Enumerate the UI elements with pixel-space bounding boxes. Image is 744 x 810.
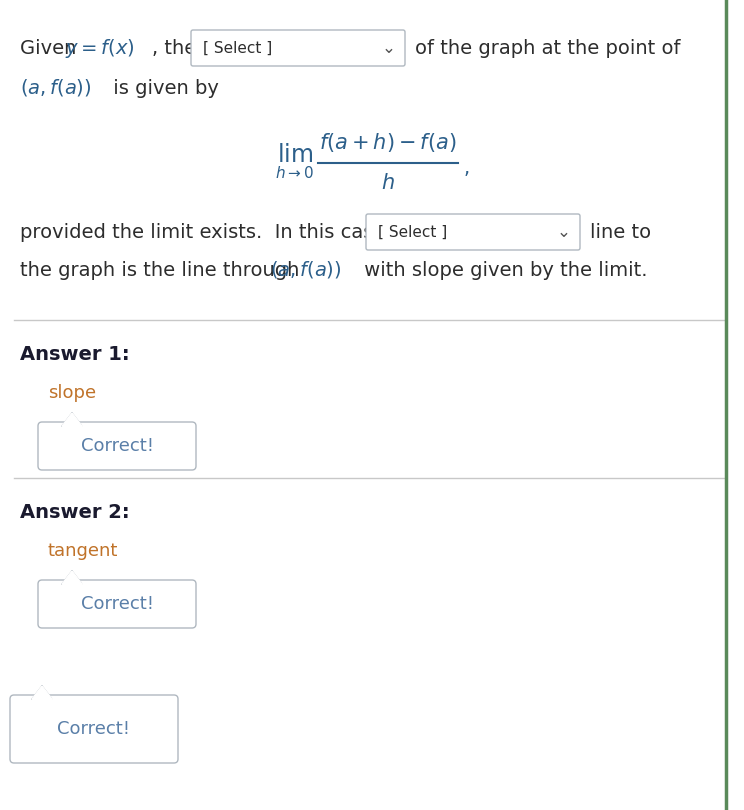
Text: of the graph at the point of: of the graph at the point of [415,39,681,58]
Text: Correct!: Correct! [80,595,153,613]
Text: , the: , the [152,39,196,58]
FancyBboxPatch shape [10,695,178,763]
Text: Answer 2:: Answer 2: [20,504,129,522]
Text: $\lim$: $\lim$ [277,143,313,167]
Text: provided the limit exists.  In this case, the: provided the limit exists. In this case,… [20,223,429,241]
Text: ⌄: ⌄ [557,223,571,241]
Text: with slope given by the limit.: with slope given by the limit. [358,261,647,279]
Polygon shape [32,686,52,699]
Text: line to: line to [590,223,651,241]
Text: ⌄: ⌄ [382,39,396,57]
Text: $h{\to}0$: $h{\to}0$ [275,165,315,181]
Text: $y = f(x)$: $y = f(x)$ [65,36,135,59]
FancyBboxPatch shape [366,214,580,250]
Text: the graph is the line through: the graph is the line through [20,261,306,279]
Text: $(a, f(a))$: $(a, f(a))$ [270,259,341,280]
FancyBboxPatch shape [38,422,196,470]
Text: Correct!: Correct! [57,720,130,738]
Text: Given: Given [20,39,83,58]
Text: ,: , [464,159,470,177]
Text: slope: slope [48,384,96,402]
Polygon shape [62,571,82,584]
FancyBboxPatch shape [38,580,196,628]
Text: Answer 1:: Answer 1: [20,346,129,364]
FancyBboxPatch shape [191,30,405,66]
Text: is given by: is given by [107,79,219,97]
Text: $h$: $h$ [381,173,395,193]
Text: [ Select ]: [ Select ] [378,224,447,240]
Text: Correct!: Correct! [80,437,153,455]
Polygon shape [62,413,82,426]
Text: $f(a+h)-f(a)$: $f(a+h)-f(a)$ [319,131,457,155]
Text: tangent: tangent [48,542,118,560]
Text: [ Select ]: [ Select ] [203,40,272,56]
Text: $(a, f(a))$: $(a, f(a))$ [20,78,92,99]
